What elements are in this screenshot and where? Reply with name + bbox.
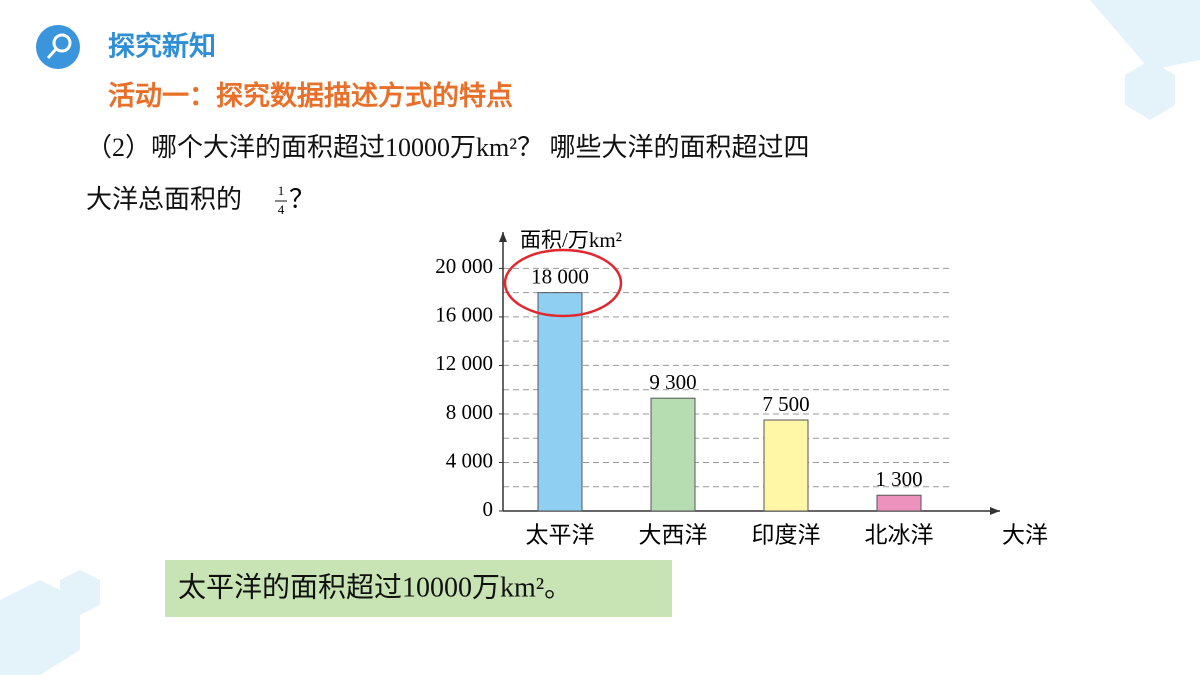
highlight	[503, 248, 623, 318]
activity: 活动一：探究数据描述方式的特点	[108, 80, 513, 111]
question-line: （2）哪个大洋的面积超过10000万km²？ 哪些大洋的面积超过四	[86, 133, 810, 162]
icon-handle	[46, 48, 58, 59]
bar	[876, 494, 922, 512]
y-tick-label: 20 000	[435, 254, 493, 278]
y-axis-label: 面积/万km²	[520, 228, 622, 252]
y-tick-label: 4 000	[446, 448, 493, 472]
value-label: 9 300	[649, 370, 696, 394]
value-label: 7 500	[762, 392, 809, 416]
icon-lens	[52, 33, 72, 53]
y-tick-label: 0	[483, 497, 494, 521]
icon	[36, 25, 80, 69]
y-arrow	[499, 232, 507, 242]
x-arrow	[990, 507, 1000, 515]
bar	[650, 397, 696, 512]
question-end: ？	[289, 185, 315, 214]
fraction-den: 4	[278, 202, 285, 217]
answer: 太平洋的面积超过10000万km²。	[178, 571, 572, 603]
value-label: 1 300	[875, 467, 922, 491]
x-tick-label: 印度洋	[752, 523, 821, 549]
x-tick-label: 太平洋	[526, 523, 595, 549]
fraction-num: 1	[278, 183, 285, 198]
bar	[763, 419, 809, 512]
y-tick-label: 16 000	[435, 303, 493, 327]
y-tick-label: 8 000	[446, 400, 493, 424]
x-axis-label: 大洋	[1002, 523, 1048, 549]
x-tick-label: 大西洋	[639, 523, 708, 549]
answer-box	[165, 560, 672, 617]
question-line: 大洋总面积的	[86, 185, 242, 214]
y-tick-label: 12 000	[435, 351, 493, 375]
value-label: 18 000	[531, 264, 589, 288]
section-title: 探究新知	[108, 31, 216, 63]
x-tick-label: 北冰洋	[865, 523, 934, 549]
chart: 0 4 000 8 000 12 000 16 000 20 000 面积/万km² 大洋 太平…	[435, 228, 1048, 549]
bar	[537, 292, 583, 512]
